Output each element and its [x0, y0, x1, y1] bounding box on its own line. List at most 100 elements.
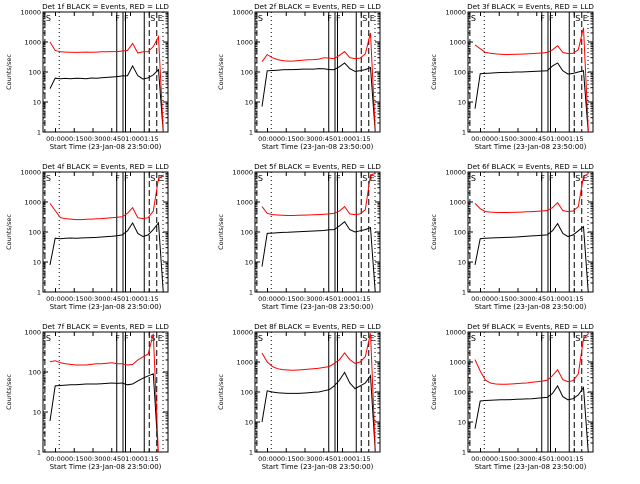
- panel-title: Det 1f BLACK = Events, RED = LLD: [42, 2, 169, 11]
- y-axis-title: Counts/sec: [217, 214, 225, 250]
- y-tick-label: 1: [249, 289, 253, 297]
- event-marker-label: F: [549, 174, 554, 183]
- detector-panel: Det 6f BLACK = Events, RED = LLD 1 10 100 10…: [430, 162, 594, 311]
- event-marker-label: F: [327, 14, 332, 23]
- y-axis-title: Counts/sec: [5, 54, 13, 90]
- x-tick-label: 00:00: [471, 135, 490, 143]
- x-tick-label: 00:15: [490, 455, 509, 463]
- events-series-line: [474, 384, 589, 452]
- event-marker-label: E: [583, 174, 588, 183]
- y-tick-label: 1000: [449, 199, 466, 207]
- event-marker-label: E: [583, 14, 588, 23]
- y-tick-label: 10000: [445, 169, 466, 177]
- x-tick-label: 00:45: [527, 135, 546, 143]
- event-marker-label: F: [115, 14, 120, 23]
- x-tick-label: 01:15: [140, 455, 159, 463]
- event-marker-label: S: [46, 334, 51, 343]
- event-marker-label: F: [540, 14, 545, 23]
- y-tick-label: 1: [37, 129, 41, 137]
- panel-title: Det 6f BLACK = Events, RED = LLD: [467, 162, 594, 171]
- event-marker-label: S: [150, 14, 155, 23]
- x-tick-label: 00:45: [314, 135, 333, 143]
- x-tick-label: 00:45: [102, 455, 121, 463]
- x-tick-label: 00:45: [314, 455, 333, 463]
- x-tick-label: 00:00: [46, 455, 65, 463]
- event-marker-label: F: [549, 14, 554, 23]
- x-tick-label: 00:00: [46, 295, 65, 303]
- x-axis-title: Start Time (23-Jan-08 23:50:00): [50, 463, 162, 471]
- x-tick-label: 01:15: [565, 295, 584, 303]
- detector-panel: Det 8f BLACK = Events, RED = LLD 1 10 100 10…: [217, 322, 381, 471]
- event-marker-label: S: [471, 334, 476, 343]
- x-tick-label: 01:00: [121, 135, 140, 143]
- event-marker-label: F: [336, 14, 341, 23]
- panel-title: Det 7f BLACK = Events, RED = LLD: [42, 322, 169, 331]
- y-tick-label: 10: [245, 259, 253, 267]
- x-tick-label: 01:15: [565, 455, 584, 463]
- detector-panel: Det 9f BLACK = Events, RED = LLD 1 10 100 10…: [430, 322, 594, 471]
- event-marker-label: F: [124, 334, 129, 343]
- x-tick-label: 00:30: [509, 135, 528, 143]
- detector-panel: Det 5f BLACK = Events, RED = LLD 1 10 100 10…: [217, 162, 381, 311]
- y-axis-title: Counts/sec: [5, 214, 13, 250]
- x-tick-label: 01:15: [352, 135, 371, 143]
- y-tick-label: 1: [249, 129, 253, 137]
- event-marker-label: F: [115, 174, 120, 183]
- y-tick-label: 1000: [236, 39, 253, 47]
- event-marker-label: E: [370, 334, 375, 343]
- x-tick-label: 00:00: [258, 295, 277, 303]
- x-tick-label: 00:15: [65, 295, 84, 303]
- x-tick-label: 00:15: [490, 135, 509, 143]
- lld-series-line: [261, 32, 376, 132]
- event-marker-label: F: [124, 174, 129, 183]
- event-marker-label: S: [362, 14, 367, 23]
- x-tick-label: 01:15: [352, 295, 371, 303]
- y-axis-title: Counts/sec: [5, 374, 13, 410]
- panel-title: Det 4f BLACK = Events, RED = LLD: [42, 162, 169, 171]
- x-tick-label: 01:00: [546, 455, 565, 463]
- event-marker-label: E: [583, 334, 588, 343]
- x-tick-label: 00:15: [277, 295, 296, 303]
- event-marker-label: E: [158, 14, 163, 23]
- y-tick-label: 1000: [449, 359, 466, 367]
- panel-title: Det 5f BLACK = Events, RED = LLD: [254, 162, 381, 171]
- x-tick-label: 00:30: [84, 295, 103, 303]
- x-tick-label: 01:15: [140, 135, 159, 143]
- detector-panel: Det 7f BLACK = Events, RED = LLD 1 10 100 10…: [5, 322, 169, 471]
- event-marker-label: F: [336, 174, 341, 183]
- x-tick-label: 00:15: [277, 455, 296, 463]
- event-marker-label: F: [124, 14, 129, 23]
- event-marker-label: S: [362, 174, 367, 183]
- y-tick-label: 1000: [449, 39, 466, 47]
- y-axis-title: Counts/sec: [430, 214, 438, 250]
- panel-title: Det 9f BLACK = Events, RED = LLD: [467, 322, 594, 331]
- plot-frame: [42, 331, 169, 453]
- lld-series-line: [49, 34, 164, 132]
- event-marker-label: S: [471, 14, 476, 23]
- event-marker-label: S: [258, 14, 263, 23]
- y-tick-label: 10: [33, 409, 41, 417]
- y-tick-label: 100: [241, 69, 253, 77]
- x-tick-label: 01:00: [333, 455, 352, 463]
- events-series-line: [261, 371, 376, 452]
- x-axis-title: Start Time (23-Jan-08 23:50:00): [50, 143, 162, 151]
- x-tick-label: 01:15: [352, 455, 371, 463]
- x-tick-label: 00:45: [102, 135, 121, 143]
- y-axis-title: Counts/sec: [217, 54, 225, 90]
- event-marker-label: F: [115, 334, 120, 343]
- x-tick-label: 01:00: [333, 295, 352, 303]
- y-tick-label: 100: [454, 69, 466, 77]
- x-tick-label: 01:00: [546, 295, 565, 303]
- y-tick-label: 1000: [236, 359, 253, 367]
- lld-series-line: [474, 333, 589, 385]
- y-tick-label: 10000: [232, 169, 253, 177]
- x-tick-label: 00:30: [296, 295, 315, 303]
- events-series-line: [474, 222, 589, 292]
- events-series-line: [49, 221, 164, 292]
- y-tick-label: 1: [462, 289, 466, 297]
- x-tick-label: 00:45: [527, 455, 546, 463]
- y-axis-title: Counts/sec: [430, 54, 438, 90]
- x-tick-label: 01:15: [565, 135, 584, 143]
- event-marker-label: F: [327, 174, 332, 183]
